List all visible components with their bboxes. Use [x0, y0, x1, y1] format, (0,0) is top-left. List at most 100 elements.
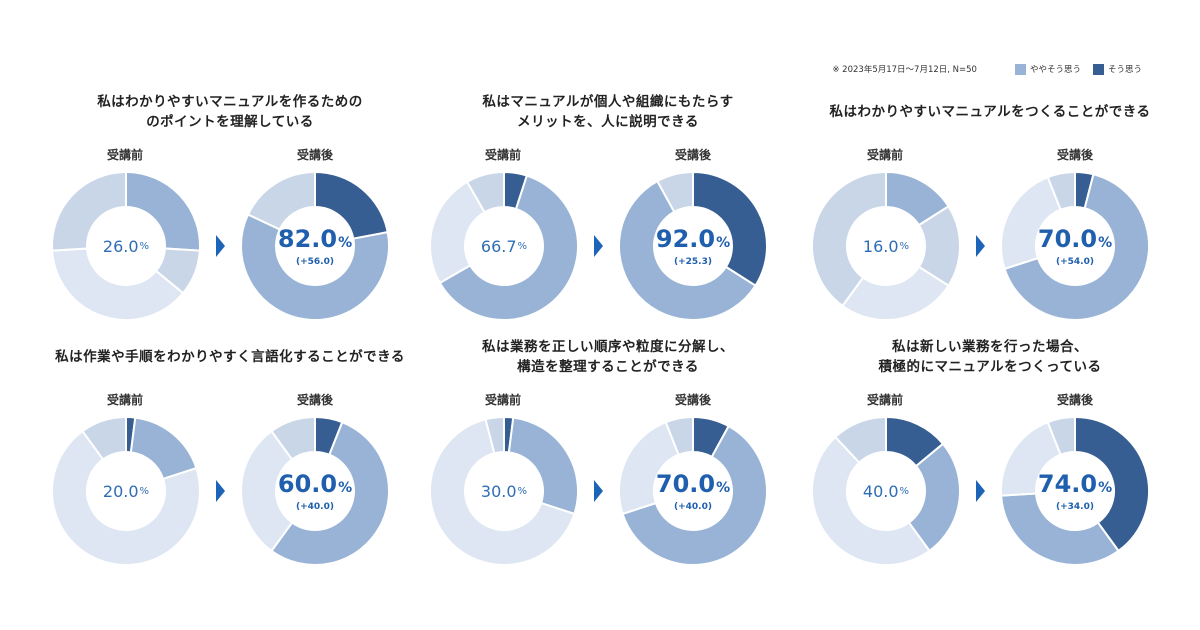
percent-sign: % — [139, 240, 150, 252]
arrow-right-icon — [216, 235, 225, 257]
after-segment-other — [240, 429, 294, 553]
before-value: 20.0% — [50, 415, 202, 567]
before-segment-rest — [81, 415, 127, 461]
after-value: 82.0% (+56.0) — [239, 170, 391, 322]
chart-title: 私はわかりやすいマニュアルをつくることができる — [810, 90, 1170, 134]
chart-panel-3: 私はわかりやすいマニュアルをつくることができる 受講前 受講後 16.0% 70… — [810, 90, 1170, 370]
chart-panel-4: 私は作業や手順をわかりやすく言語化することができる 受講前 受講後 20.0% … — [50, 335, 410, 615]
after-segment-somewhat — [1003, 173, 1150, 321]
after-value-main: 70.0% — [1038, 226, 1112, 256]
arrow-right-icon — [594, 235, 603, 257]
before-value: 16.0% — [810, 170, 962, 322]
chart-title-text: 私は新しい業務を行った場合、 積極的にマニュアルをつくっている — [878, 339, 1102, 375]
legend-swatch-somewhat — [1014, 63, 1026, 75]
before-segment-other — [51, 247, 185, 321]
percent-sign: % — [899, 240, 910, 252]
before-value-number: 20.0 — [102, 481, 139, 501]
donut-after — [240, 415, 390, 566]
chart-title: 私は作業や手順をわかりやすく言語化することができる — [50, 335, 410, 379]
before-value-number: 66.7 — [480, 236, 517, 256]
donut-before — [429, 415, 579, 566]
after-label: 受講後 — [674, 393, 711, 407]
after-value-main: 92.0% — [656, 226, 730, 256]
donut-after — [240, 170, 390, 321]
percent-sign: % — [716, 234, 731, 251]
after-value-number: 92.0 — [655, 224, 716, 253]
after-segment-rest — [270, 415, 316, 461]
donut-after — [618, 415, 768, 566]
before-segment-rest — [484, 415, 505, 455]
legend-label-somewhat: ややそう思う — [1029, 65, 1081, 75]
before-value: 30.0% — [428, 415, 580, 567]
after-segment-somewhat — [618, 179, 757, 321]
before-segment-somewhat — [507, 416, 579, 516]
donut-before — [429, 170, 579, 321]
chart-title-text: 私はマニュアルが個人や組織にもたらす メリットを、人に説明できる — [482, 94, 734, 130]
percent-sign: % — [517, 485, 528, 497]
chart-title: 私はわかりやすいマニュアルを作るための のポイントを理解している — [50, 90, 410, 134]
after-value: 74.0% (+34.0) — [999, 415, 1151, 567]
percent-sign: % — [1098, 479, 1113, 496]
arrow-right-icon — [976, 235, 985, 257]
after-segment-strong — [1074, 415, 1150, 553]
after-label: 受講後 — [296, 148, 333, 162]
after-segment-rest — [664, 415, 694, 457]
after-segment-somewhat — [270, 420, 390, 566]
before-segment-rest — [465, 170, 505, 214]
after-value-diff: (+40.0) — [296, 501, 334, 512]
donut-after — [1000, 415, 1150, 566]
before-label: 受講前 — [106, 393, 143, 407]
before-segment-rest — [51, 170, 127, 252]
after-value-diff: (+54.0) — [1056, 256, 1094, 267]
after-label: 受講後 — [1056, 393, 1093, 407]
before-value-number: 26.0 — [102, 236, 139, 256]
after-segment-somewhat — [1000, 492, 1120, 566]
percent-sign: % — [517, 240, 528, 252]
after-segment-strong — [692, 170, 768, 288]
legend: ※ 2023年5月17日〜7月12日, N=50 ややそう思う そう思う — [832, 62, 1142, 76]
after-value-diff: (+40.0) — [674, 501, 712, 512]
after-value-diff: (+25.3) — [674, 256, 712, 267]
percent-sign: % — [139, 485, 150, 497]
after-segment-rest — [1046, 415, 1076, 457]
before-label: 受講前 — [866, 148, 903, 162]
arrow-right-icon — [976, 480, 985, 502]
after-value: 70.0% (+54.0) — [999, 170, 1151, 322]
before-value-number: 30.0 — [480, 481, 517, 501]
after-value: 60.0% (+40.0) — [239, 415, 391, 567]
chart-panel-2: 私はマニュアルが個人や組織にもたらす メリットを、人に説明できる 受講前 受講後… — [428, 90, 788, 370]
before-value: 26.0% — [50, 170, 202, 322]
percent-sign: % — [1098, 234, 1113, 251]
before-value: 40.0% — [810, 415, 962, 567]
after-value-number: 70.0 — [1037, 224, 1098, 253]
donut-before — [811, 415, 961, 566]
chart-title-text: 私はわかりやすいマニュアルを作るための のポイントを理解している — [97, 94, 363, 130]
after-segment-rest — [655, 170, 694, 214]
percent-sign: % — [338, 479, 353, 496]
before-segment-somewhat — [438, 174, 579, 321]
after-label: 受講後 — [296, 393, 333, 407]
before-value-number: 40.0 — [862, 481, 899, 501]
before-segment-other — [429, 180, 486, 285]
before-value-number: 16.0 — [862, 236, 899, 256]
after-value: 70.0% (+40.0) — [617, 415, 769, 567]
legend-item-strong: そう思う — [1092, 63, 1142, 75]
percent-sign: % — [338, 234, 353, 251]
after-value-number: 82.0 — [277, 224, 338, 253]
after-value-diff: (+56.0) — [296, 256, 334, 267]
percent-sign: % — [899, 485, 910, 497]
chart-title: 私は業務を正しい順序や粒度に分解し、 構造を整理することができる — [428, 335, 788, 379]
before-label: 受講前 — [484, 393, 521, 407]
after-label: 受講後 — [1056, 148, 1093, 162]
after-segment-rest — [1046, 170, 1076, 212]
chart-title-text: 私はわかりやすいマニュアルをつくることができる — [829, 104, 1151, 120]
legend-item-somewhat: ややそう思う — [1014, 63, 1081, 75]
chart-title: 私はマニュアルが個人や組織にもたらす メリットを、人に説明できる — [428, 90, 788, 134]
donut-after — [618, 170, 768, 321]
before-segment-rest — [833, 415, 887, 464]
after-label: 受講後 — [674, 148, 711, 162]
legend-label-strong: そう思う — [1107, 65, 1142, 75]
after-value-main: 70.0% — [656, 471, 730, 501]
chart-title: 私は新しい業務を行った場合、 積極的にマニュアルをつくっている — [810, 335, 1170, 379]
donut-before — [51, 170, 201, 321]
